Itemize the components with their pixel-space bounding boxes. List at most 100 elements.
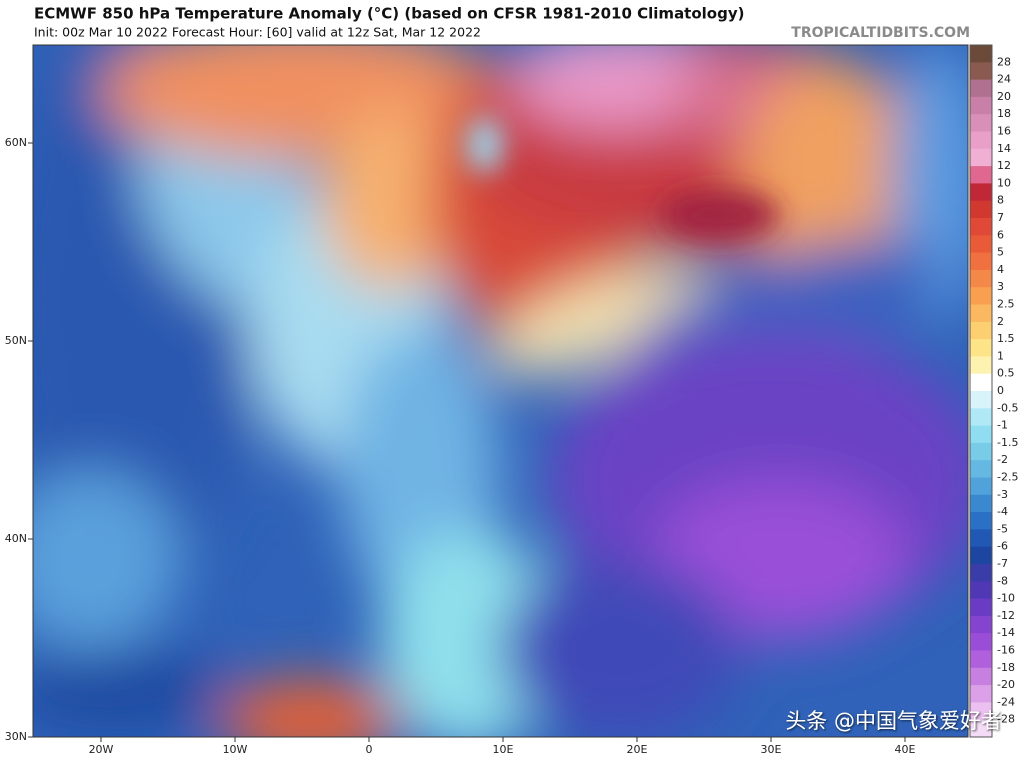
colorbar: 28 24 20 18 16 14 12 10 8 7 6 5 4 3 2.5 2 1.5 1 0.5 0 -0.5 -1… [969,44,1018,738]
colorbar-frame [969,44,993,738]
colorbar-swatch [970,650,992,669]
colorbar-swatch [970,564,992,582]
lon-label: 0 [366,743,373,756]
colorbar-label: -7 [997,557,1008,570]
colorbar-label: 8 [997,194,1004,207]
colorbar-label: 20 [997,90,1011,103]
colorbar-swatch [970,425,992,444]
colorbar-swatch [970,131,992,150]
colorbar-swatch [970,615,992,634]
colorbar-label: 2 [997,315,1004,328]
colorbar-swatch [970,304,992,323]
colorbar-swatch [970,356,992,375]
axes: 60N 50N 40N 30N 20W 10W 0 10E 20E 30E 40E [5,136,916,756]
colorbar-label: -28 [997,713,1015,726]
colorbar-swatch [970,235,992,254]
colorbar-label: 0 [997,384,1004,397]
colorbar-swatch [970,667,992,686]
colorbar-label: -16 [997,644,1015,657]
colorbar-swatch [970,183,992,202]
colorbar-swatch [970,45,992,63]
colorbar-label: 10 [997,176,1011,189]
colorbar-label: 3 [997,280,1004,293]
subtitle: Init: 00z Mar 10 2022 Forecast Hour: [60… [34,25,481,40]
colorbar-swatch [970,408,992,427]
colorbar-swatch [970,598,992,617]
colorbar-swatch [970,148,992,167]
colorbar-swatch [970,79,992,98]
colorbar-swatch [970,321,992,340]
colorbar-swatch [970,339,992,357]
colorbar-label: -1 [997,419,1008,432]
colorbar-label: -5 [997,522,1008,535]
watermark: 头条 @中国气象爱好者 [785,709,1002,733]
colorbar-swatch [970,702,992,721]
colorbar-label: -24 [997,695,1015,708]
colorbar-label: 24 [997,73,1011,86]
colorbar-swatch [970,114,992,132]
colorbar-label: -2.5 [997,471,1018,484]
colorbar-label: 1 [997,349,1004,362]
site-credit: TROPICALTIDBITS.COM [791,25,970,41]
colorbar-swatch [970,218,992,236]
colorbar-swatch [970,373,992,392]
colorbar-swatch [970,685,992,703]
colorbar-label: 7 [997,211,1004,224]
colorbar-swatch [970,391,992,409]
lon-label: 10E [493,743,514,756]
colorbar-swatch [970,62,992,81]
lon-label: 30E [761,743,782,756]
colorbar-swatch [970,719,992,738]
colorbar-label: -20 [997,678,1015,691]
title: ECMWF 850 hPa Temperature Anomaly (°C) (… [34,5,744,23]
colorbar-swatch [970,96,992,115]
lat-label: 50N [5,334,27,347]
colorbar-label: 2.5 [997,298,1015,311]
colorbar-label: -8 [997,574,1008,587]
colorbar-swatch [970,512,992,530]
colorbar-label: 0.5 [997,367,1015,380]
colorbar-label: 28 [997,55,1011,68]
map-frame [32,44,969,738]
colorbar-swatch [970,529,992,548]
colorbar-label: -12 [997,609,1015,622]
colorbar-label: -2 [997,453,1008,466]
colorbar-swatch [970,581,992,600]
colorbar-label: -0.5 [997,401,1018,414]
colorbar-label: 4 [997,263,1004,276]
lon-label: 20W [89,743,114,756]
colorbar-label: 6 [997,228,1004,241]
colorbar-swatch [970,477,992,496]
colorbar-label: 5 [997,246,1004,259]
colorbar-swatch [970,252,992,271]
colorbar-label: 14 [997,142,1011,155]
colorbar-swatch [970,460,992,478]
lat-label: 60N [5,136,27,149]
colorbar-swatch [970,494,992,513]
lon-label: 10W [223,743,248,756]
colorbar-label: -6 [997,540,1008,553]
lon-label: 40E [895,743,916,756]
colorbar-label: 18 [997,107,1011,120]
colorbar-swatch [970,200,992,219]
colorbar-label: -10 [997,592,1015,605]
colorbar-swatch [970,442,992,461]
lat-label: 40N [5,532,27,545]
colorbar-label: -4 [997,505,1008,518]
anomaly-field [33,45,968,737]
colorbar-swatch [970,166,992,184]
colorbar-swatch [970,269,992,288]
lon-label: 20E [627,743,648,756]
colorbar-swatch [970,633,992,651]
colorbar-label: -14 [997,626,1015,639]
colorbar-label: 16 [997,125,1011,138]
colorbar-label: -1.5 [997,436,1018,449]
colorbar-label: 12 [997,159,1011,172]
colorbar-label: 1.5 [997,332,1015,345]
lat-label: 30N [5,730,27,743]
colorbar-label: -18 [997,661,1015,674]
colorbar-swatch [970,546,992,565]
colorbar-swatch [970,287,992,305]
